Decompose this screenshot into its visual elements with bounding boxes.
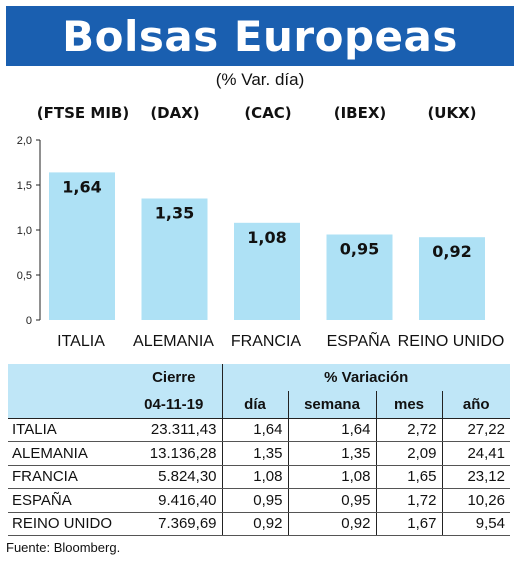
- row-name: ALEMANIA: [8, 441, 126, 466]
- x-category-label: FRANCIA: [231, 333, 302, 350]
- row-cierre: 13.136,28: [126, 441, 222, 466]
- row-cierre: 23.311,43: [126, 418, 222, 442]
- y-tick-label: 2,0: [17, 135, 32, 147]
- y-tick-label: 0: [26, 315, 32, 327]
- row-semana: 0,95: [287, 488, 376, 513]
- row-semana: 0,92: [287, 512, 376, 536]
- row-name: ITALIA: [8, 418, 126, 442]
- bar: [141, 198, 208, 320]
- row-name: FRANCIA: [8, 465, 126, 489]
- row-semana: 1,08: [287, 465, 376, 489]
- y-tick-label: 1,5: [17, 180, 32, 192]
- row-dia: 0,92: [221, 512, 288, 536]
- market-table: Cierre % Variación 04-11-19 día semana m…: [8, 364, 510, 536]
- row-cierre: 5.824,30: [126, 465, 222, 489]
- header-variacion: % Variación: [221, 364, 510, 391]
- header-mes: mes: [375, 391, 442, 419]
- row-mes: 2,09: [375, 441, 442, 466]
- index-label-ukx: (UKX): [427, 104, 477, 122]
- index-label-cac: (CAC): [244, 104, 292, 122]
- table-row: ESPAÑA 9.416,40 0,95 0,95 1,72 10,26: [8, 488, 510, 513]
- index-label-ftse-mib: (FTSE MIB): [36, 104, 130, 122]
- chart-title: Bolsas Europeas: [62, 11, 458, 61]
- index-label-dax: (DAX): [150, 104, 200, 122]
- header-date: 04-11-19: [126, 391, 222, 419]
- index-label-ibex: (IBEX): [333, 104, 387, 122]
- chart-subtitle: (% Var. día): [215, 70, 305, 89]
- bar-value-label: 1,35: [155, 204, 194, 223]
- row-semana: 1,64: [287, 418, 376, 442]
- bar: [419, 237, 485, 320]
- row-mes: 1,72: [375, 488, 442, 513]
- row-mes: 2,72: [375, 418, 442, 442]
- table-row: FRANCIA 5.824,30 1,08 1,08 1,65 23,12: [8, 465, 510, 489]
- row-ano: 23,12: [441, 465, 510, 489]
- row-dia: 1,64: [221, 418, 288, 442]
- row-cierre: 7.369,69: [126, 512, 222, 536]
- row-dia: 1,35: [221, 441, 288, 466]
- row-dia: 0,95: [221, 488, 288, 513]
- row-name: ESPAÑA: [8, 488, 126, 513]
- header-ano: año: [441, 391, 510, 419]
- bar: [49, 172, 115, 320]
- bar-value-label: 0,95: [340, 240, 379, 259]
- y-tick-label: 1,0: [17, 225, 32, 237]
- header-cierre: Cierre: [152, 369, 196, 386]
- bar-value-label: 1,64: [62, 177, 101, 196]
- bar: [234, 222, 300, 320]
- table-row: REINO UNIDO 7.369,69 0,92 0,92 1,67 9,54: [8, 512, 510, 536]
- header-dia: día: [221, 391, 288, 419]
- table-row: ITALIA 23.311,43 1,64 1,64 2,72 27,22: [8, 418, 510, 442]
- source-note: Fuente: Bloomberg.: [6, 540, 121, 555]
- table-row: ALEMANIA 13.136,28 1,35 1,35 2,09 24,41: [8, 441, 510, 466]
- row-cierre: 9.416,40: [126, 488, 222, 513]
- x-category-label: REINO UNIDO: [398, 333, 505, 350]
- row-ano: 24,41: [441, 441, 510, 466]
- bar-value-label: 1,08: [247, 228, 286, 247]
- bar-value-label: 0,92: [432, 242, 471, 261]
- row-dia: 1,08: [221, 465, 288, 489]
- bar: [326, 234, 393, 320]
- row-mes: 1,67: [375, 512, 442, 536]
- x-category-label: ESPAÑA: [327, 330, 391, 350]
- title-banner: Bolsas Europeas: [6, 6, 514, 66]
- y-tick-label: 0,5: [17, 270, 32, 282]
- row-mes: 1,65: [375, 465, 442, 489]
- row-ano: 9,54: [441, 512, 510, 536]
- bar-chart: 0 0,5 1,0 1,5 2,0 1,64 ITALIA 1,35 ALEMANIA 1,08 F…: [17, 135, 505, 350]
- x-category-label: ALEMANIA: [133, 333, 214, 350]
- row-semana: 1,35: [287, 441, 376, 466]
- row-ano: 27,22: [441, 418, 510, 442]
- row-name: REINO UNIDO: [8, 512, 126, 536]
- row-ano: 10,26: [441, 488, 510, 513]
- x-category-label: ITALIA: [57, 333, 105, 350]
- header-semana: semana: [287, 391, 376, 419]
